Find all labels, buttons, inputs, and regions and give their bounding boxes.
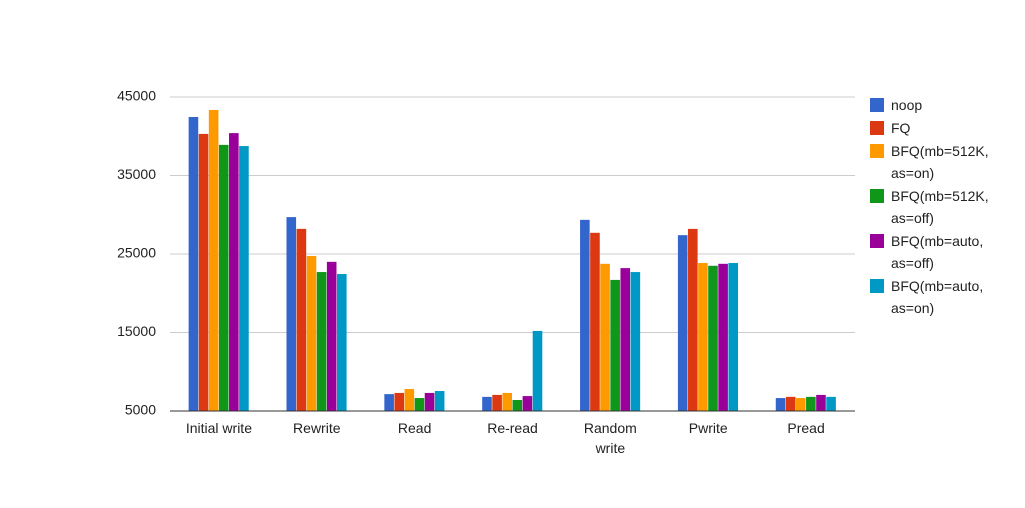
bar — [532, 330, 543, 411]
bar — [600, 263, 610, 411]
bar — [580, 219, 590, 411]
bar — [229, 133, 239, 412]
legend-swatch — [870, 98, 884, 112]
x-tick-label: Re-read — [487, 420, 538, 436]
bar — [188, 117, 199, 411]
bar — [708, 265, 718, 411]
bar — [286, 217, 297, 411]
bar — [404, 389, 415, 411]
bar — [826, 396, 836, 411]
bar — [816, 394, 826, 411]
legend-label: BFQ(mb=512K, as=off) — [891, 188, 989, 226]
legend-swatch — [870, 279, 884, 293]
bar — [610, 279, 620, 411]
y-tick-label: 25000 — [117, 245, 156, 261]
bar — [775, 398, 786, 411]
x-tick-label: Pwrite — [688, 420, 728, 436]
bar — [306, 255, 317, 411]
bar — [698, 263, 708, 411]
y-tick-label: 35000 — [117, 166, 156, 182]
y-tick-label: 45000 — [117, 88, 156, 104]
legend-label: FQ — [891, 120, 911, 136]
y-tick-label: 15000 — [117, 323, 156, 339]
legend-swatch — [870, 234, 884, 248]
legend-label: noop — [891, 97, 923, 113]
bar — [239, 146, 249, 411]
bar — [522, 396, 533, 411]
bar — [492, 394, 502, 411]
bar — [677, 235, 688, 411]
bar — [218, 144, 229, 411]
bar — [434, 390, 445, 411]
legend-label: BFQ(mb=auto, as=off) — [891, 233, 984, 271]
legend-label: BFQ(mb=512K, as=on) — [891, 143, 989, 181]
legend-swatch — [870, 189, 884, 203]
x-tick-label: Rewrite — [293, 420, 341, 436]
bar — [394, 392, 405, 411]
bar — [688, 228, 698, 411]
bar — [502, 392, 512, 411]
bar — [384, 394, 394, 411]
y-tick-label: 5000 — [125, 402, 156, 418]
bar — [512, 400, 523, 411]
bar — [795, 398, 806, 411]
bar — [414, 398, 425, 411]
bar — [198, 133, 209, 411]
bar — [326, 261, 337, 411]
legend-label: BFQ(mb=auto, as=on) — [891, 278, 984, 316]
bar — [424, 392, 435, 411]
x-tick-label: Initial write — [185, 420, 252, 436]
bar — [316, 272, 327, 411]
x-tick-label: Read — [397, 420, 432, 436]
bar — [296, 228, 307, 411]
bar — [620, 268, 631, 411]
legend-swatch — [870, 121, 884, 135]
bar — [785, 396, 796, 411]
bar — [208, 109, 219, 411]
bar — [806, 396, 816, 411]
bar — [482, 396, 492, 411]
bar — [336, 274, 347, 411]
x-tick-label: Pread — [787, 420, 825, 436]
bar — [718, 263, 728, 411]
legend-swatch — [870, 144, 884, 158]
bar — [728, 263, 739, 411]
bar — [630, 272, 641, 411]
x-tick-label: Random write — [583, 420, 637, 456]
bar — [590, 232, 600, 411]
